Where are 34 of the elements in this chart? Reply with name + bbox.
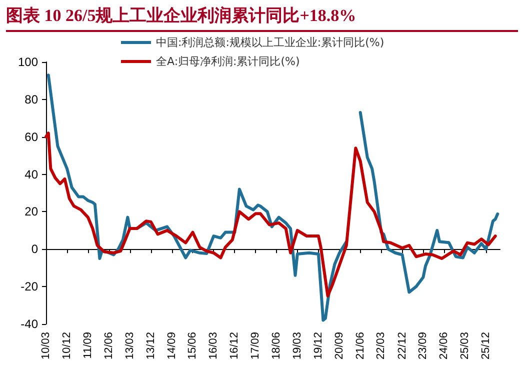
y-tick-label: 40	[24, 167, 38, 182]
x-tick-label: 20/09	[333, 332, 346, 360]
line-series	[44, 132, 497, 298]
x-tick-label: 19/12	[312, 332, 324, 360]
y-tick-label: 100	[18, 55, 38, 69]
y-tick-label: 20	[24, 204, 38, 219]
x-tick-label: 17/09	[250, 332, 262, 360]
x-tick-label: 18/06	[270, 332, 283, 360]
x-tick-label: 22/12	[396, 332, 408, 360]
x-tick-label: 14/09	[166, 332, 178, 360]
x-tick-label: 16/03	[208, 332, 220, 360]
x-tick-label: 22/03	[375, 332, 388, 360]
legend-label: 全A:归母净利润:累计同比(%)	[156, 55, 300, 68]
legend-label: 中国:利润总额:规模以上工业企业:累计同比(%)	[156, 36, 384, 49]
x-tick-label: 25/03	[459, 332, 472, 360]
y-tick-label: -20	[20, 280, 38, 294]
x-tick-label: 13/03	[124, 332, 136, 360]
x-tick-label: 16/12	[228, 332, 241, 360]
y-tick-label: 60	[24, 130, 38, 144]
x-tick-label: 24/06	[438, 332, 450, 360]
x-tick-label: 11/09	[82, 332, 94, 359]
x-tick-label: 10/12	[61, 332, 74, 360]
x-tick-label: 12/06	[102, 332, 115, 360]
x-tick-label: 13/12	[144, 332, 157, 360]
x-tick-label: 15/06	[186, 332, 199, 360]
chart-title: 图表 10 26/5规上工业企业利润累计同比+18.8%	[6, 4, 518, 32]
y-tick-label: 0	[31, 242, 38, 256]
x-tick-label: 19/03	[291, 332, 304, 360]
x-tick-label: 25/12	[480, 332, 492, 360]
x-tick-label: 10/03	[40, 332, 52, 360]
x-tick-label: 21/06	[354, 332, 366, 360]
y-tick-label: 80	[24, 92, 38, 106]
x-tick-label: 23/09	[417, 332, 430, 360]
y-tick-label: -40	[20, 317, 38, 331]
